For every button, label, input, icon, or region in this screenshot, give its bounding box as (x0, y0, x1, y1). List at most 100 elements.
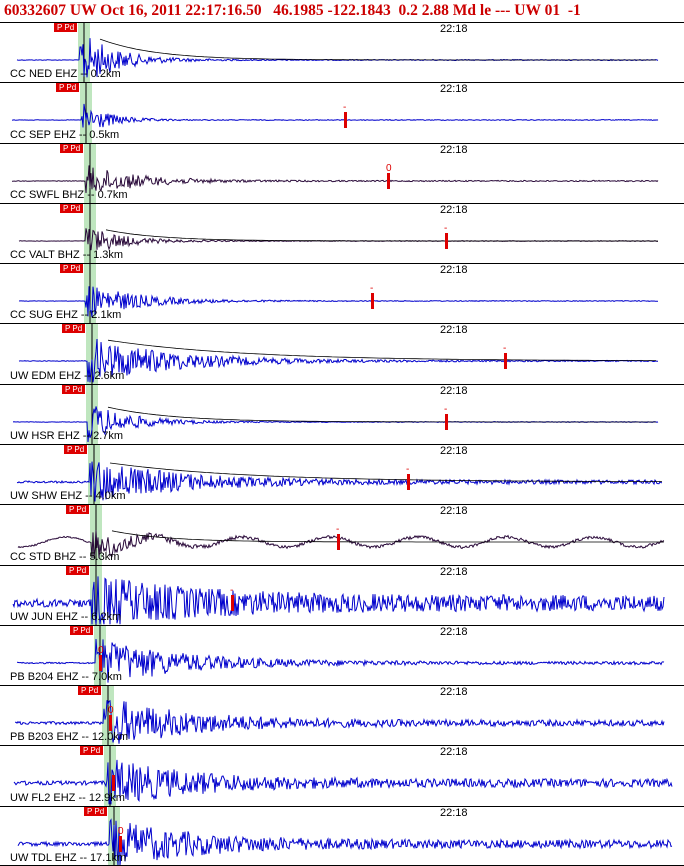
trace-panel: - P Pd 22:18 CC STD BHZ -- 5.3km (0, 504, 684, 565)
coda-marker (109, 715, 112, 732)
waveform-line (18, 286, 659, 318)
waveform: - (12, 83, 659, 143)
coda-marker-label: - (444, 404, 447, 415)
coda-marker (231, 594, 234, 611)
trace-panel: 0 P Pd 22:18 PB B203 EHZ -- 12.0km (0, 685, 684, 746)
pick-tag: P Pd (66, 505, 90, 515)
coda-curve (99, 38, 656, 61)
coda-marker-label: - (370, 283, 373, 294)
waveform: - (12, 384, 659, 444)
trace-panel: - P Pd 22:18 CC SUG EHZ -- 2.1km (0, 263, 684, 324)
pick-tag: P Pd (62, 384, 86, 394)
coda-curve (107, 340, 656, 362)
waveform: - (12, 565, 665, 625)
seismogram-traces: P Pd 22:18 CC NED EHZ -- 0.2km - P Pd 22:18 CC… (0, 22, 684, 866)
coda-marker (337, 534, 340, 551)
time-tick-label: 22:18 (440, 565, 468, 578)
station-label: UW SHW EHZ -- 4.0km (10, 490, 126, 503)
station-label: UW FL2 EHZ -- 12.9km (10, 791, 125, 804)
coda-marker (371, 293, 374, 310)
coda-marker (119, 835, 122, 852)
station-label: CC SUG EHZ -- 2.1km (10, 309, 122, 322)
coda-marker (407, 474, 410, 490)
trace-panel: P Pd 22:18 UW FL2 EHZ -- 12.9km (0, 745, 684, 806)
trace-panel: - P Pd 22:18 UW HSR EHZ -- 2.7km (0, 383, 684, 444)
trace-panel: - P Pd 22:18 UW SHW EHZ -- 4.0km (0, 444, 684, 505)
waveform-line (11, 164, 659, 193)
coda-marker-label: - (336, 524, 339, 535)
waveform: 0 (16, 625, 665, 686)
waveform (16, 23, 659, 83)
station-label: CC VALT BHZ -- 1.3km (10, 249, 124, 262)
pick-tag: P Pd (60, 203, 84, 213)
waveform-line (12, 104, 659, 128)
waveform (13, 746, 673, 806)
coda-marker (387, 172, 390, 189)
time-tick-label: 22:18 (440, 384, 468, 397)
station-label: UW JUN EHZ -- 6.2km (10, 610, 122, 623)
trace-panel: 0 P Pd 22:18 CC SWFL BHZ -- 0.7km (0, 142, 684, 203)
waveform: - (17, 505, 665, 565)
coda-marker (344, 112, 347, 129)
trace-panel: 0 P Pd 22:18 PB B204 EHZ -- 7.0km (0, 624, 684, 686)
pick-tag: P Pd (70, 625, 94, 635)
station-label: PB B203 EHZ -- 12.0km (10, 731, 128, 744)
waveform: 0 (17, 806, 673, 866)
coda-marker-label: - (444, 223, 447, 234)
time-tick-label: 22:18 (440, 625, 468, 638)
waveform-line (17, 530, 665, 559)
waveform-line (13, 760, 673, 805)
coda-marker (445, 232, 448, 249)
coda-curve (107, 406, 656, 423)
waveform: - (18, 264, 659, 324)
pick-tag: P Pd (64, 445, 88, 454)
waveform-line (17, 817, 673, 866)
station-label: CC STD BHZ -- 5.3km (10, 550, 120, 563)
coda-marker-label: - (230, 585, 233, 596)
trace-panel: - P Pd 22:18 UW EDM EHZ -- 2.6km (0, 323, 684, 384)
time-tick-label: 22:18 (440, 686, 468, 699)
station-label: UW EDM EHZ -- 2.6km (10, 369, 125, 382)
time-tick-label: 22:18 (440, 746, 468, 759)
waveform-line (12, 575, 665, 624)
coda-marker (445, 413, 448, 430)
station-label: UW HSR EHZ -- 2.7km (10, 429, 124, 442)
waveform: 0 (11, 143, 659, 203)
waveform: - (18, 203, 658, 264)
pick-tag: P Pd (78, 686, 102, 696)
coda-marker-label: 0 (108, 705, 114, 716)
coda-marker (504, 353, 507, 370)
pick-tag: P Pd (84, 806, 108, 816)
coda-marker-label: - (406, 464, 409, 475)
waveform: - (16, 445, 663, 505)
pick-tag: P Pd (54, 23, 78, 32)
time-tick-label: 22:18 (440, 806, 468, 819)
pick-tag: P Pd (60, 143, 84, 153)
time-tick-label: 22:18 (440, 143, 468, 156)
station-label: CC SWFL BHZ -- 0.7km (10, 188, 128, 201)
trace-panel: 0 P Pd 22:18 UW TDL EHZ -- 17.1km (0, 805, 684, 866)
coda-marker-label: 0 (98, 645, 104, 656)
time-tick-label: 22:18 (440, 264, 468, 277)
trace-panel: - P Pd 22:18 UW JUN EHZ -- 6.2km (0, 564, 684, 625)
trace-panel: - P Pd 22:18 CC VALT BHZ -- 1.3km (0, 202, 684, 264)
waveform-line (15, 700, 665, 744)
coda-marker-label: 0 (386, 163, 392, 174)
pick-tag: P Pd (60, 264, 84, 274)
pick-tag: P Pd (56, 83, 80, 93)
station-label: CC NED EHZ -- 0.2km (10, 68, 121, 81)
time-tick-label: 22:18 (440, 324, 468, 337)
coda-marker-label: - (343, 102, 346, 113)
coda-marker (99, 654, 102, 671)
coda-marker-label: - (503, 343, 506, 354)
station-label: CC SEP EHZ -- 0.5km (10, 128, 120, 141)
trace-panel: P Pd 22:18 CC NED EHZ -- 0.2km (0, 22, 684, 83)
time-tick-label: 22:18 (440, 203, 468, 216)
coda-curve (111, 530, 664, 543)
pick-tag: P Pd (62, 324, 86, 334)
trace-panel: - P Pd 22:18 CC SEP EHZ -- 0.5km (0, 82, 684, 143)
waveform: - (18, 324, 658, 384)
time-tick-label: 22:18 (440, 445, 468, 457)
coda-curve (109, 462, 662, 482)
coda-curve (105, 229, 658, 242)
